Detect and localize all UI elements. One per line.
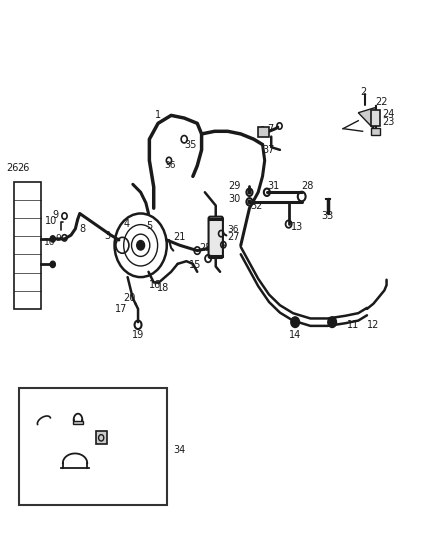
Polygon shape [358,108,376,128]
Text: 12: 12 [367,320,379,330]
Text: 19: 19 [132,330,144,341]
Circle shape [137,240,145,250]
Bar [371,127,380,135]
Text: 32: 32 [251,200,263,211]
Text: 14: 14 [289,330,301,341]
Text: 7: 7 [267,124,273,134]
Bar [258,127,269,136]
Text: 35: 35 [184,140,197,150]
Text: 11: 11 [347,320,360,330]
Text: 5: 5 [146,221,152,231]
Bar [73,421,83,424]
Bar [96,431,106,445]
FancyBboxPatch shape [208,216,223,258]
Text: 16: 16 [149,280,161,290]
Text: 4: 4 [123,219,129,229]
Text: 33: 33 [321,211,334,221]
Text: 6: 6 [258,126,264,136]
Text: 21: 21 [173,232,186,243]
Circle shape [248,191,251,194]
Text: 2: 2 [360,86,367,96]
Text: 23: 23 [382,117,395,127]
Bar [371,110,380,126]
Circle shape [248,200,251,204]
Text: 31: 31 [267,181,279,191]
Text: 15: 15 [189,261,201,270]
Text: 13: 13 [291,222,303,232]
Circle shape [50,261,55,268]
Text: 26: 26 [17,164,29,173]
Circle shape [291,317,300,327]
Text: 1: 1 [155,110,161,120]
Text: 17: 17 [115,304,127,314]
Text: 22: 22 [376,97,388,107]
Text: 20: 20 [123,293,135,303]
Text: 37: 37 [262,145,275,155]
Text: 10: 10 [45,216,57,226]
Text: 8: 8 [80,224,86,234]
Text: 3: 3 [104,231,110,241]
Text: 36: 36 [165,161,176,170]
Circle shape [328,317,336,327]
Text: 30: 30 [229,193,241,204]
Bar [14,182,41,309]
Text: 18: 18 [157,282,169,293]
Text: 27: 27 [228,232,240,243]
Text: 9: 9 [53,210,59,220]
Text: 29: 29 [228,181,241,191]
Text: 24: 24 [382,109,395,119]
Text: 34: 34 [173,445,186,455]
Text: 25: 25 [199,243,212,253]
Text: 9: 9 [56,234,61,243]
Text: 28: 28 [302,181,314,191]
Bar [19,389,167,505]
Text: 10: 10 [44,238,56,247]
Text: 26: 26 [6,164,18,173]
Text: 36: 36 [228,225,239,235]
Circle shape [50,236,55,242]
